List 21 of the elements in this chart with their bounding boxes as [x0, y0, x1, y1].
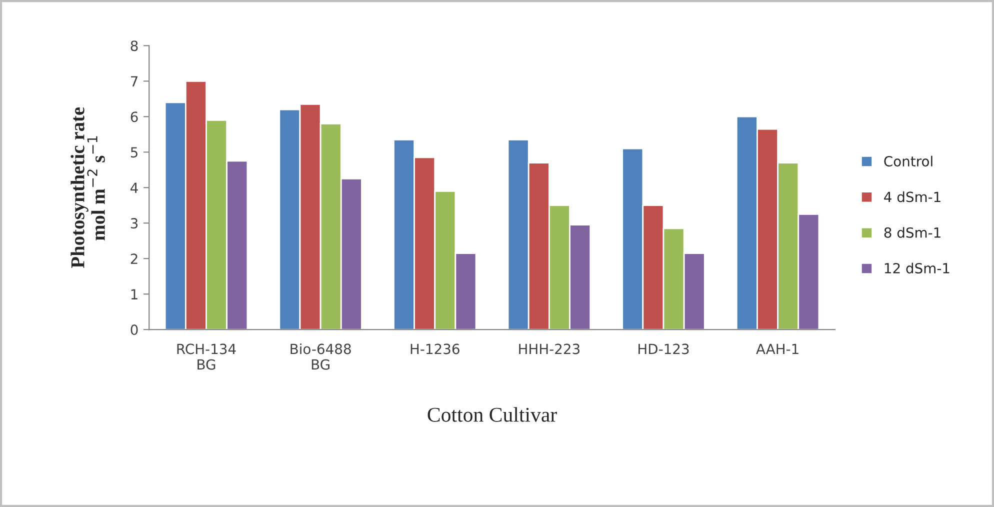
x-tick-label: HHH-223 — [519, 344, 580, 354]
y-tick-label: 5 — [130, 147, 138, 158]
y-tick-label: 3 — [130, 218, 138, 229]
y-tick-label: 6 — [130, 112, 138, 122]
x-tick-label: H-1236 — [410, 344, 460, 354]
legend-label: Control — [884, 156, 932, 167]
y-tick-label: 2 — [130, 254, 138, 264]
y-tick-label: 7 — [130, 76, 138, 86]
x-axis-title: Cotton Cultivar — [428, 407, 557, 422]
x-tick-label: AAH-1 — [756, 344, 798, 354]
x-tick-label: Bio-6488 BG — [290, 343, 351, 370]
y-axis-title: Photosynthetic rate mol m$^{−2}$ s$^{−1}$ — [70, 107, 105, 268]
y-tick-label: 0 — [130, 324, 138, 336]
legend-label: 8 dSm-1 — [884, 227, 940, 238]
legend-label: 4 dSm-1 — [884, 191, 940, 202]
x-tick-label: HD-123 — [638, 344, 689, 354]
legend-label: 12 dSm-1 — [884, 262, 950, 274]
y-tick-label: 1 — [131, 289, 138, 300]
x-tick-label: RCH-134 BG — [177, 344, 236, 370]
y-tick-label: 4 — [130, 182, 138, 193]
y-tick-label: 8 — [130, 40, 138, 52]
